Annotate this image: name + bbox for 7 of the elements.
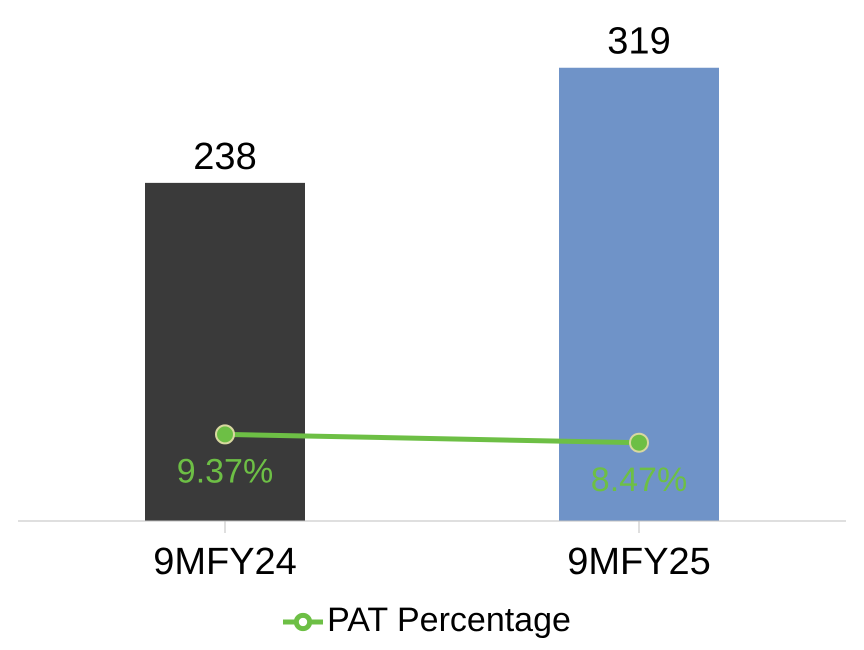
data-label: 319 [607, 20, 671, 63]
x-tick-label: 9MFY25 [567, 540, 711, 583]
x-tick-label: 9MFY24 [153, 540, 297, 583]
data-label: 9.37% [176, 452, 274, 491]
data-label: 238 [193, 136, 257, 178]
data-label: 8.47% [590, 460, 688, 499]
legend-label: PAT Percentage [327, 600, 571, 639]
